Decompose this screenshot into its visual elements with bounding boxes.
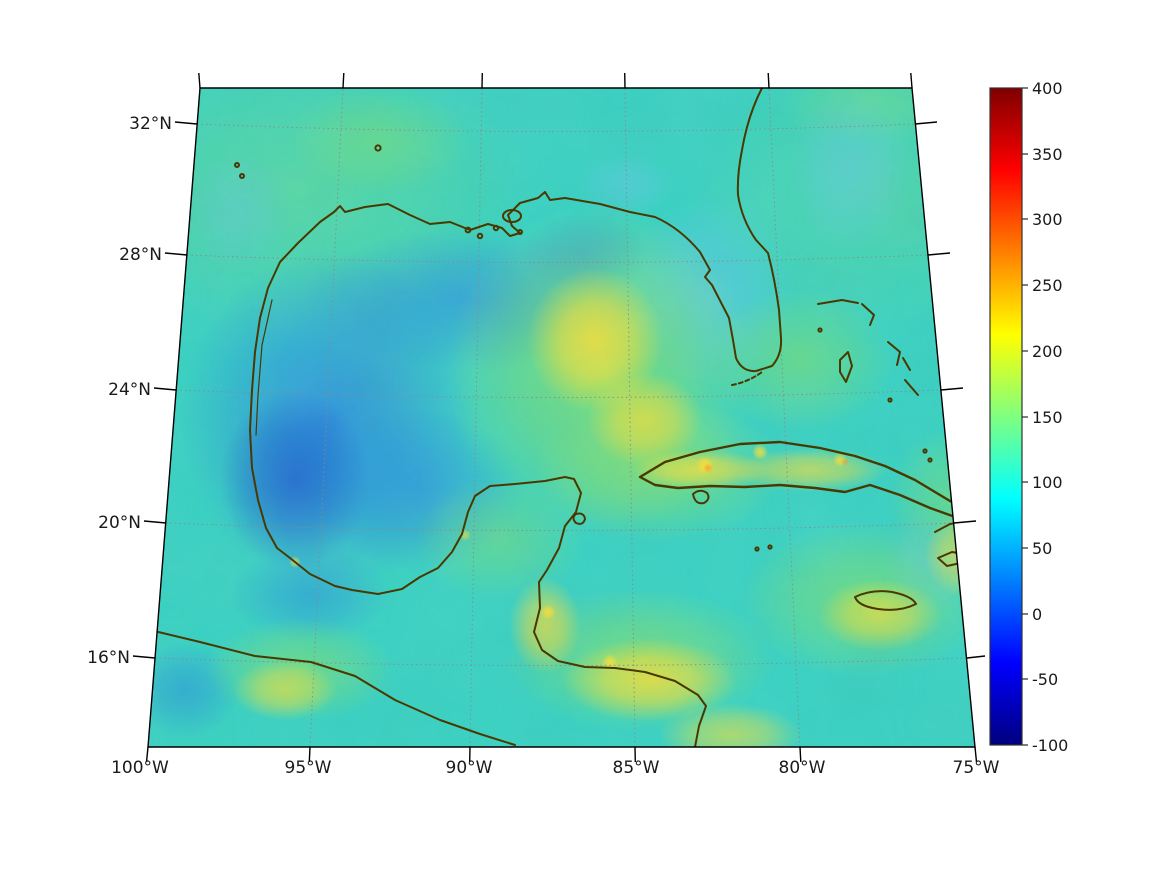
lat-tick-label: 20°N <box>98 513 141 533</box>
colorbar-tick-label: 100 <box>1032 473 1063 492</box>
coastline-louisiana-marsh <box>464 209 523 240</box>
colorbar-tick-label: 400 <box>1032 79 1063 98</box>
lat-tick-label: 28°N <box>119 245 162 265</box>
lon-tick-label: 100°W <box>111 758 169 778</box>
lat-tick-label: 24°N <box>108 380 151 400</box>
coastline-jamaica <box>854 590 917 611</box>
colorbar-tick-label: -50 <box>1032 670 1059 689</box>
colorbar-tick-label: 50 <box>1032 539 1053 558</box>
lon-tick-label: 90°W <box>445 758 493 778</box>
colorbar <box>989 87 1028 746</box>
colorbar-tick-label: 250 <box>1032 276 1063 295</box>
lat-tick-label: 16°N <box>87 648 130 668</box>
colorbar-gradient <box>989 87 1023 746</box>
lon-tick-label: 75°W <box>952 758 1000 778</box>
colorbar-tick-label: 300 <box>1032 210 1063 229</box>
colorbar-tick-label: 0 <box>1032 605 1043 624</box>
colorbar-tick-label: 350 <box>1032 145 1063 164</box>
coastline-pacific <box>149 629 516 746</box>
lon-tick-label: 80°W <box>778 758 826 778</box>
coastline-florida-keys <box>731 371 763 386</box>
lon-tick-label: 95°W <box>284 758 332 778</box>
lon-tick-label: 85°W <box>612 758 660 778</box>
colorbar-tick-label: 150 <box>1032 408 1063 427</box>
coastline-mainland <box>249 88 783 747</box>
axis-ticks <box>132 72 986 763</box>
colorbar-tick-label: -100 <box>1032 736 1069 755</box>
coastline-bahamas <box>817 299 933 463</box>
colorbar-tick-label: 200 <box>1032 342 1063 361</box>
coastline-texas-lagoon <box>255 299 273 436</box>
lat-tick-label: 32°N <box>129 114 172 134</box>
colorbar-ticks <box>1022 87 1028 746</box>
graticule-gridlines <box>154 88 968 747</box>
